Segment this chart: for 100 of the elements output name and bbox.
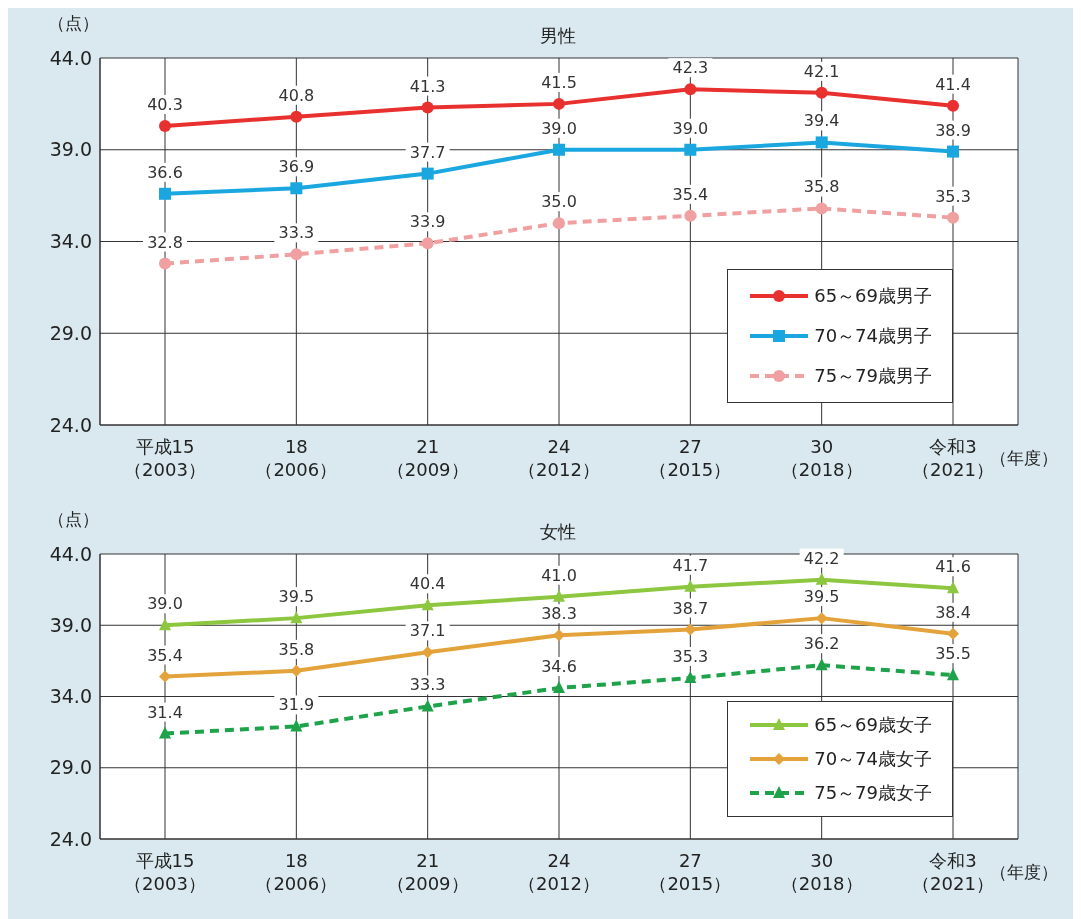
y-tick-label: 29.0 <box>49 321 92 344</box>
x-tick-label: 平成15 （2003） <box>124 850 206 894</box>
point <box>684 670 697 683</box>
data-label: 41.0 <box>541 565 577 585</box>
data-label: 41.5 <box>541 72 577 92</box>
point <box>947 668 959 681</box>
data-label: 33.3 <box>409 675 446 695</box>
chart-title: 男性 <box>540 25 576 46</box>
y-tick-label: 34.0 <box>49 685 92 708</box>
data-label: 38.7 <box>672 598 709 618</box>
data-label: 39.4 <box>803 111 840 131</box>
point <box>421 699 434 712</box>
point <box>947 145 959 158</box>
point <box>815 86 828 99</box>
data-label: 31.4 <box>147 702 183 722</box>
data-label: 34.6 <box>541 656 577 676</box>
legend-label: 75～79歳女子 <box>814 781 932 805</box>
point <box>553 217 565 230</box>
point <box>815 658 828 671</box>
point <box>159 670 171 683</box>
y-tick-label: 24.0 <box>49 827 92 850</box>
point <box>947 581 959 594</box>
data-label: 35.3 <box>935 186 971 206</box>
point <box>421 167 434 180</box>
data-label: 31.9 <box>278 695 315 715</box>
x-tick-label: 30 （2018） <box>780 850 863 894</box>
point <box>553 589 565 602</box>
point <box>815 136 828 149</box>
y-tick-label: 29.0 <box>49 756 92 779</box>
point <box>290 182 303 195</box>
x-tick-label: 21 （2009） <box>386 850 469 894</box>
x-tick-label: 18 （2006） <box>255 850 338 894</box>
data-label: 39.0 <box>147 594 183 614</box>
x-tick-label: 21 （2009） <box>386 436 469 480</box>
y-tick-label: 24.0 <box>49 413 92 436</box>
y-tick-label: 39.0 <box>49 613 92 636</box>
y-tick-label: 34.0 <box>49 230 92 253</box>
point <box>684 209 697 222</box>
data-label: 39.0 <box>672 118 709 138</box>
data-label: 38.9 <box>935 120 971 140</box>
data-label: 40.8 <box>278 85 315 105</box>
point <box>553 629 565 642</box>
data-label: 42.1 <box>803 61 840 81</box>
data-label: 38.4 <box>935 602 971 622</box>
data-label: 35.4 <box>672 184 709 204</box>
point <box>684 143 697 156</box>
x-tick-label: 18 （2006） <box>255 436 338 480</box>
data-label: 35.3 <box>672 646 709 666</box>
point <box>421 237 434 250</box>
data-label: 37.7 <box>409 142 446 162</box>
x-tick-label: 24 （2012） <box>518 850 600 894</box>
data-label: 39.0 <box>541 118 577 138</box>
y-tick-label: 39.0 <box>49 138 92 161</box>
point <box>159 618 171 631</box>
point <box>684 83 697 96</box>
data-label: 36.9 <box>278 157 315 177</box>
data-label: 40.4 <box>409 574 446 594</box>
data-label: 41.6 <box>935 557 971 577</box>
data-label: 40.3 <box>147 94 183 114</box>
x-tick-label: 平成15 （2003） <box>124 436 206 480</box>
point <box>159 257 171 270</box>
point <box>421 101 434 114</box>
point <box>290 110 303 123</box>
x-tick-label: 24 （2012） <box>518 436 600 480</box>
data-label: 41.3 <box>409 76 446 96</box>
point <box>815 202 828 215</box>
point <box>290 611 303 624</box>
legend-label: 70～74歳男子 <box>814 324 932 348</box>
data-label: 42.2 <box>803 548 840 568</box>
legend-label: 65～69歳男子 <box>814 284 932 308</box>
y-tick-label: 44.0 <box>49 46 92 69</box>
data-label: 35.5 <box>935 644 971 664</box>
y-axis-title: （点） <box>48 12 99 35</box>
point <box>159 726 171 739</box>
data-label: 35.4 <box>147 645 183 665</box>
y-tick-label: 44.0 <box>49 542 92 565</box>
data-label: 39.5 <box>803 587 840 607</box>
data-label: 33.9 <box>409 212 446 232</box>
point <box>421 598 434 611</box>
data-label: 42.3 <box>672 58 709 78</box>
data-label: 39.5 <box>278 587 315 607</box>
x-tick-label: 27 （2015） <box>649 436 732 480</box>
data-label: 41.7 <box>672 555 709 575</box>
legend-label: 70～74歳女子 <box>814 747 932 771</box>
point <box>290 248 303 261</box>
point <box>553 680 565 693</box>
legend-label: 65～69歳女子 <box>814 713 932 737</box>
x-tick-label: 30 （2018） <box>780 436 863 480</box>
point <box>947 627 959 640</box>
point <box>553 97 565 110</box>
point <box>947 99 959 112</box>
point <box>159 119 171 132</box>
y-axis-title: （点） <box>48 508 99 531</box>
point <box>159 187 171 200</box>
point <box>815 572 828 585</box>
data-label: 36.6 <box>147 162 183 182</box>
point <box>553 143 565 156</box>
point <box>684 579 697 592</box>
data-label: 38.3 <box>541 604 577 624</box>
data-label: 35.8 <box>278 639 315 659</box>
